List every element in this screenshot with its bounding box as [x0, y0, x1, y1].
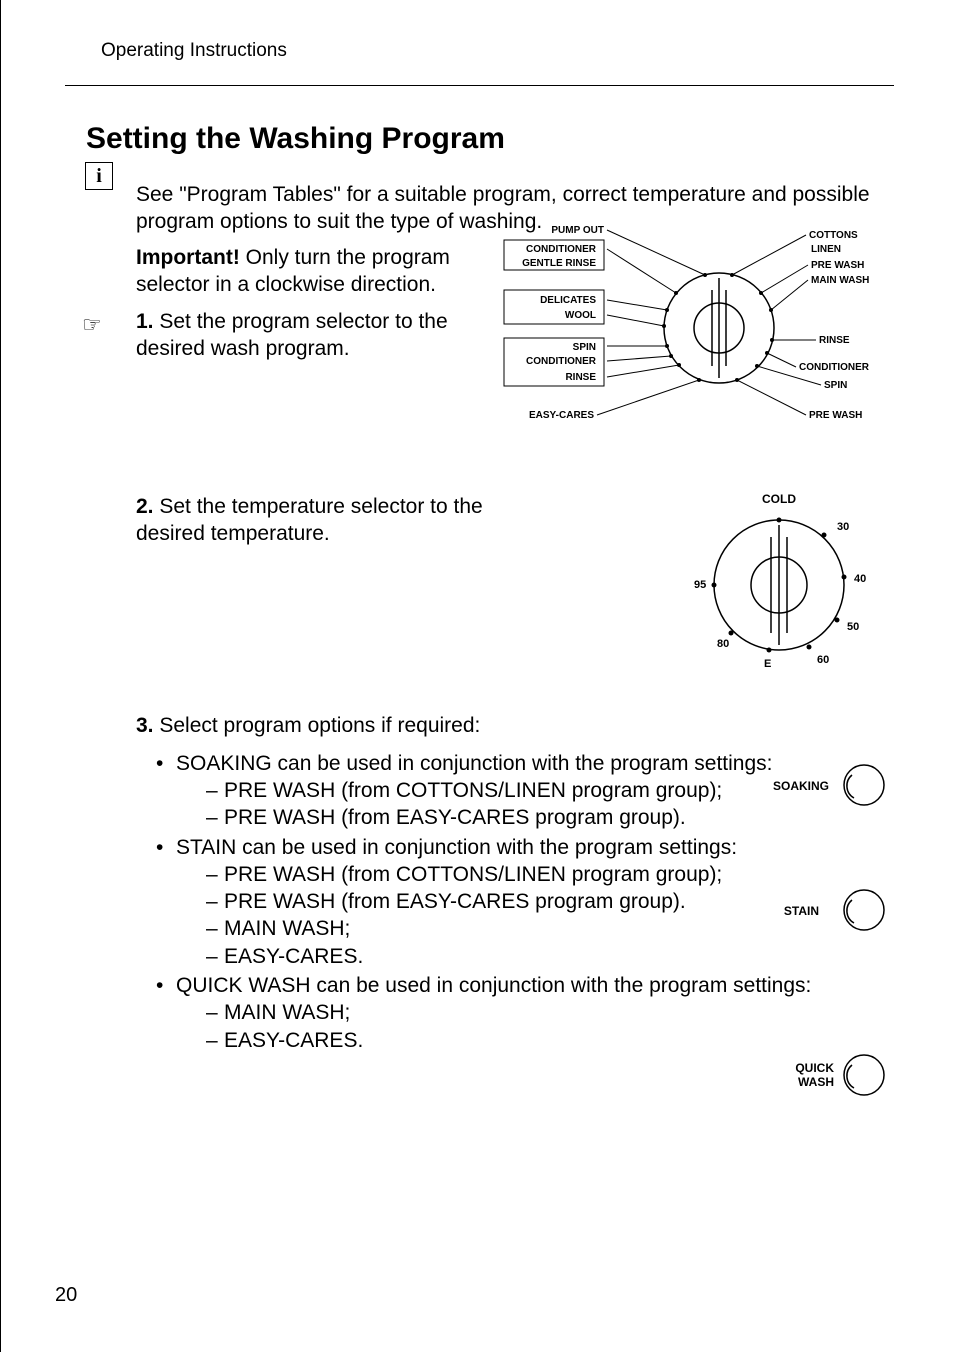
svg-text:COLD: COLD — [762, 492, 796, 506]
svg-text:30: 30 — [837, 521, 849, 533]
stain-item-0: PRE WASH (from COTTONS/LINEN program gro… — [224, 861, 722, 888]
quick-item-1: EASY-CARES. — [224, 1027, 363, 1054]
svg-text:GENTLE RINSE: GENTLE RINSE — [522, 258, 596, 269]
step2-num: 2. — [136, 495, 154, 518]
step1-text: Set the program selector to the desired … — [136, 310, 448, 360]
stain-item-3: EASY-CARES. — [224, 943, 363, 970]
soaking-lead: SOAKING can be used in conjunction with … — [176, 752, 772, 775]
svg-text:40: 40 — [854, 573, 866, 585]
svg-text:MAIN WASH: MAIN WASH — [811, 275, 869, 286]
soaking-button-diagram: SOAKING — [729, 760, 894, 815]
hand-pointer-icon: ☞ — [82, 312, 102, 338]
program-dial-diagram: PUMP OUT CONDITIONER GENTLE RINSE DELICA… — [499, 218, 894, 443]
step3-num: 3. — [136, 714, 154, 737]
important-label: Important! — [136, 246, 240, 269]
quick-lead: QUICK WASH can be used in conjunction wi… — [176, 974, 811, 997]
svg-text:SPIN: SPIN — [824, 380, 847, 391]
svg-text:SOAKING: SOAKING — [773, 779, 829, 793]
svg-text:RINSE: RINSE — [819, 335, 850, 346]
stain-lead: STAIN can be used in conjunction with th… — [176, 836, 737, 859]
info-icon: i — [85, 162, 113, 190]
svg-text:CONDITIONER: CONDITIONER — [526, 356, 597, 367]
svg-text:WASH: WASH — [798, 1075, 834, 1089]
dial-label: PUMP OUT — [551, 225, 604, 236]
svg-text:E: E — [764, 658, 771, 670]
step2-text: Set the temperature selector to the desi… — [136, 495, 483, 545]
bullet-icon: • — [156, 972, 176, 1054]
quick-wash-button-diagram: QUICK WASH — [729, 1050, 894, 1105]
svg-text:95: 95 — [694, 579, 706, 591]
svg-text:CONDITIONER: CONDITIONER — [799, 362, 870, 373]
page-title: Setting the Washing Program — [86, 122, 894, 156]
svg-text:80: 80 — [717, 638, 729, 650]
step1-num: 1. — [136, 310, 154, 333]
svg-text:CONDITIONER: CONDITIONER — [526, 244, 597, 255]
svg-text:PRE WASH: PRE WASH — [809, 410, 862, 421]
svg-text:DELICATES: DELICATES — [540, 295, 596, 306]
quick-item-0: MAIN WASH; — [224, 999, 350, 1026]
page-number: 20 — [55, 1284, 77, 1307]
svg-text:PRE WASH: PRE WASH — [811, 260, 864, 271]
svg-text:COTTONS: COTTONS — [809, 230, 858, 241]
svg-text:QUICK: QUICK — [795, 1061, 834, 1075]
bullet-icon: • — [156, 834, 176, 970]
stain-item-1: PRE WASH (from EASY-CARES program group)… — [224, 888, 686, 915]
stain-button-diagram: STAIN — [729, 885, 894, 940]
step3-text: Select program options if required: — [154, 714, 481, 737]
svg-text:60: 60 — [817, 654, 829, 666]
temp-dial-diagram: COLD 30 40 50 60 E 80 95 — [669, 485, 889, 685]
soaking-item-1: PRE WASH (from EASY-CARES program group)… — [224, 804, 686, 831]
bullet-icon: • — [156, 750, 176, 832]
soaking-item-0: PRE WASH (from COTTONS/LINEN program gro… — [224, 777, 722, 804]
stain-item-2: MAIN WASH; — [224, 915, 350, 942]
svg-text:WOOL: WOOL — [565, 310, 596, 321]
svg-text:LINEN: LINEN — [811, 244, 841, 255]
svg-text:SPIN: SPIN — [573, 342, 596, 353]
svg-text:STAIN: STAIN — [784, 904, 819, 918]
section-header: Operating Instructions — [101, 40, 894, 62]
svg-text:EASY-CARES: EASY-CARES — [529, 410, 594, 421]
svg-text:RINSE: RINSE — [565, 372, 596, 383]
svg-text:50: 50 — [847, 621, 859, 633]
